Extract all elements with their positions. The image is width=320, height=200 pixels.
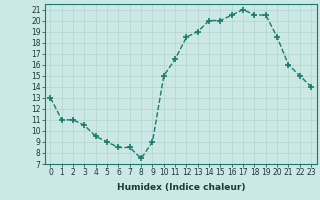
X-axis label: Humidex (Indice chaleur): Humidex (Indice chaleur) [116,183,245,192]
